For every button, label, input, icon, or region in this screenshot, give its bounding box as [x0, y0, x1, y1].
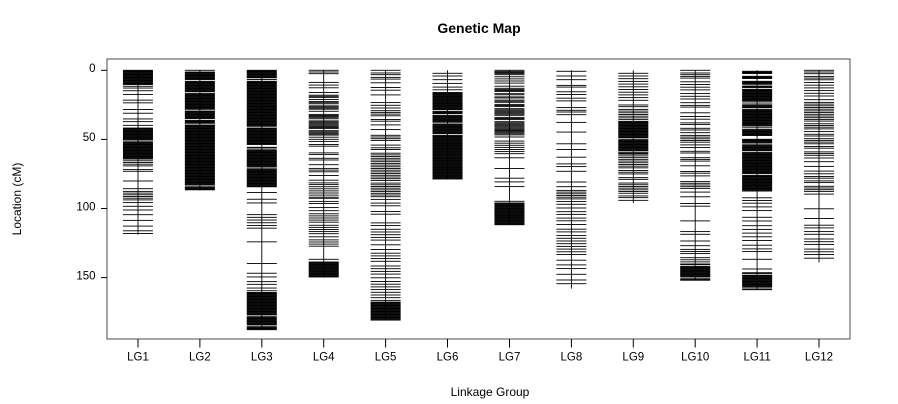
svg-text:LG3: LG3 [251, 352, 273, 364]
svg-text:Linkage Group: Linkage Group [451, 385, 530, 399]
svg-text:LG6: LG6 [437, 352, 459, 364]
svg-text:LG11: LG11 [743, 352, 770, 364]
svg-text:50: 50 [83, 132, 96, 144]
svg-text:LG10: LG10 [681, 352, 709, 364]
svg-text:LG7: LG7 [499, 352, 521, 364]
svg-text:LG1: LG1 [127, 352, 149, 364]
svg-text:0: 0 [89, 63, 95, 75]
svg-text:LG8: LG8 [561, 352, 583, 364]
svg-text:LG4: LG4 [313, 352, 335, 364]
svg-text:Genetic Map: Genetic Map [437, 20, 520, 36]
svg-text:150: 150 [76, 270, 95, 282]
svg-text:LG12: LG12 [805, 352, 833, 364]
svg-text:Location (cM): Location (cM) [10, 163, 24, 236]
svg-text:100: 100 [76, 201, 95, 213]
svg-text:LG2: LG2 [189, 352, 211, 364]
svg-text:LG5: LG5 [375, 352, 397, 364]
svg-text:LG9: LG9 [622, 352, 644, 364]
